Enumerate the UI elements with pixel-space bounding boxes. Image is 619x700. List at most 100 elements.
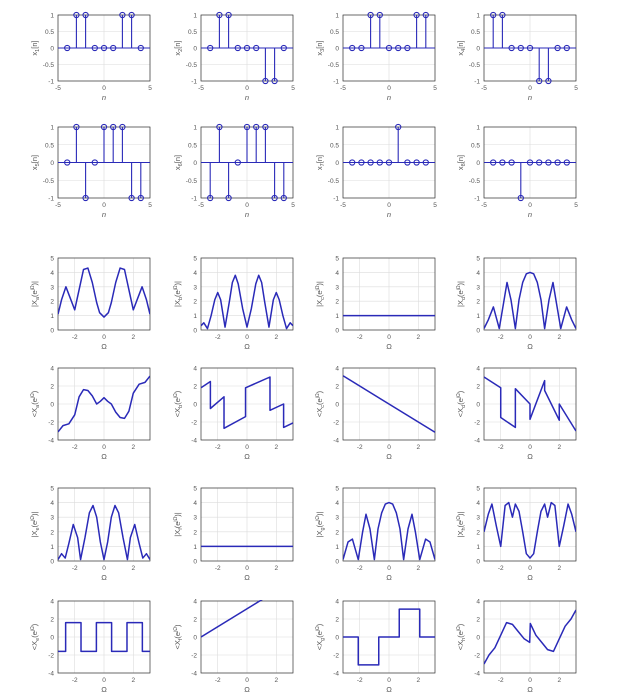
y-tick-label: 0 [50, 160, 54, 167]
x-tick-label: -2 [215, 444, 221, 451]
y-tick-label: 2 [335, 384, 339, 391]
axes-frame [342, 487, 436, 562]
y-tick-label: 1 [193, 544, 197, 551]
y-tick-label: 4 [476, 366, 480, 373]
stem-marker [216, 123, 223, 131]
x-tick-label: 5 [433, 85, 437, 92]
x-axis-label: Ω [527, 342, 533, 351]
chart-panel: 5 4 3 2 1 0 -2 0 2 Ω |Xh(ejΩ)| [456, 486, 577, 582]
x-tick-label: -2 [357, 677, 363, 684]
y-tick-label: 2 [335, 529, 339, 536]
y-tick-label: 0.5 [188, 29, 197, 36]
y-tick-label: 1 [335, 544, 339, 551]
series-line [484, 271, 576, 330]
chart-panel: 1 0.5 0 -0.5 -1-5 0 5 n x7[n] [315, 123, 437, 219]
x-axis-label: n [528, 93, 532, 102]
y-tick-label: 4 [335, 366, 339, 373]
x-tick-label: 5 [574, 85, 578, 92]
x-tick-label: 0 [528, 202, 532, 209]
x-tick-label: -5 [340, 202, 346, 209]
y-tick-label: 0.5 [471, 29, 480, 36]
chart-panel: 4 2 0 -2 -4 -2 0 2 Ω <Xf(ejΩ) [173, 599, 294, 694]
y-tick-label: 5 [335, 486, 339, 493]
y-tick-label: 4 [335, 599, 339, 606]
y-axis-label: <Xf(ejΩ) [173, 624, 184, 649]
y-axis-label: x7[n] [315, 155, 326, 170]
x-axis-label: Ω [244, 452, 250, 461]
stem-marker [280, 194, 287, 202]
y-tick-label: -2 [333, 653, 339, 660]
x-tick-label: 0 [102, 444, 106, 451]
x-tick-label: 0 [387, 444, 391, 451]
y-tick-label: 4 [476, 500, 480, 507]
y-axis-label: <Xg(ejΩ) [315, 623, 326, 650]
x-axis-label: Ω [386, 685, 392, 694]
x-tick-label: 0 [528, 444, 532, 451]
stem-marker [82, 11, 89, 19]
y-tick-label: 0 [193, 160, 197, 167]
y-tick-label: -0.5 [186, 178, 198, 185]
stem-marker [545, 77, 552, 85]
axes-frame [483, 487, 577, 562]
stem-marker [490, 11, 497, 19]
y-tick-label: 3 [476, 284, 480, 291]
y-tick-label: -1 [333, 79, 339, 86]
y-tick-label: -1 [333, 196, 339, 203]
y-axis-label: x2[n] [173, 40, 184, 55]
stem-marker [110, 123, 117, 131]
chart-panel: 1 0.5 0 -0.5 -1-5 0 5 n x8[n] [456, 125, 578, 220]
x-tick-label: 2 [274, 677, 278, 684]
y-axis-label: <Xh(ejΩ) [456, 623, 467, 650]
y-axis-label: |Xc(ejΩ)| [315, 281, 326, 307]
y-tick-label: 1 [476, 544, 480, 551]
y-tick-label: 0 [476, 46, 480, 53]
y-tick-label: -2 [48, 420, 54, 427]
y-tick-label: 2 [193, 617, 197, 624]
y-tick-label: -1 [191, 79, 197, 86]
x-tick-label: 2 [416, 444, 420, 451]
stem-marker [404, 44, 411, 52]
x-tick-label: -2 [215, 565, 221, 572]
axes-frame [57, 367, 151, 441]
series-line [58, 267, 150, 318]
stem-marker [517, 44, 524, 52]
y-tick-label: 3 [50, 515, 54, 522]
y-axis-label: x3[n] [315, 40, 326, 55]
stem-marker [262, 77, 269, 85]
stem-marker [545, 159, 552, 166]
stem-marker [271, 194, 278, 202]
stem-marker [243, 44, 251, 52]
stem-marker [100, 44, 108, 52]
x-tick-label: 5 [291, 202, 295, 209]
axes-frame [483, 367, 577, 441]
y-tick-label: 0 [476, 635, 480, 642]
x-tick-label: 5 [148, 85, 152, 92]
y-tick-label: -4 [48, 671, 54, 678]
y-tick-label: 0.5 [330, 29, 339, 36]
axes-frame [342, 257, 436, 331]
axes-frame [483, 257, 577, 331]
x-tick-label: 0 [245, 334, 249, 341]
y-tick-label: -0.5 [328, 178, 340, 185]
y-tick-label: 4 [193, 366, 197, 373]
y-tick-label: -1 [191, 196, 197, 203]
y-tick-label: 0 [476, 402, 480, 409]
y-tick-label: -4 [474, 671, 480, 678]
x-tick-label: 0 [387, 677, 391, 684]
y-tick-label: 0.5 [45, 29, 54, 36]
y-tick-label: 0 [476, 328, 480, 335]
x-tick-label: -2 [72, 444, 78, 451]
y-tick-label: -0.5 [328, 62, 340, 69]
chart-panel: 5 4 3 2 1 0 -2 0 2 Ω |Xe(ejΩ)| [30, 486, 151, 582]
stem-marker [73, 11, 80, 19]
y-tick-label: 0 [193, 402, 197, 409]
x-axis-label: n [387, 93, 391, 102]
axes-frame [200, 367, 294, 441]
y-tick-label: 4 [476, 599, 480, 606]
x-tick-label: -2 [498, 565, 504, 572]
x-axis-label: n [528, 210, 532, 219]
y-tick-label: 1 [50, 313, 54, 320]
stem-marker [508, 159, 515, 166]
stem-marker [554, 44, 561, 52]
y-tick-label: 0.5 [188, 142, 197, 149]
